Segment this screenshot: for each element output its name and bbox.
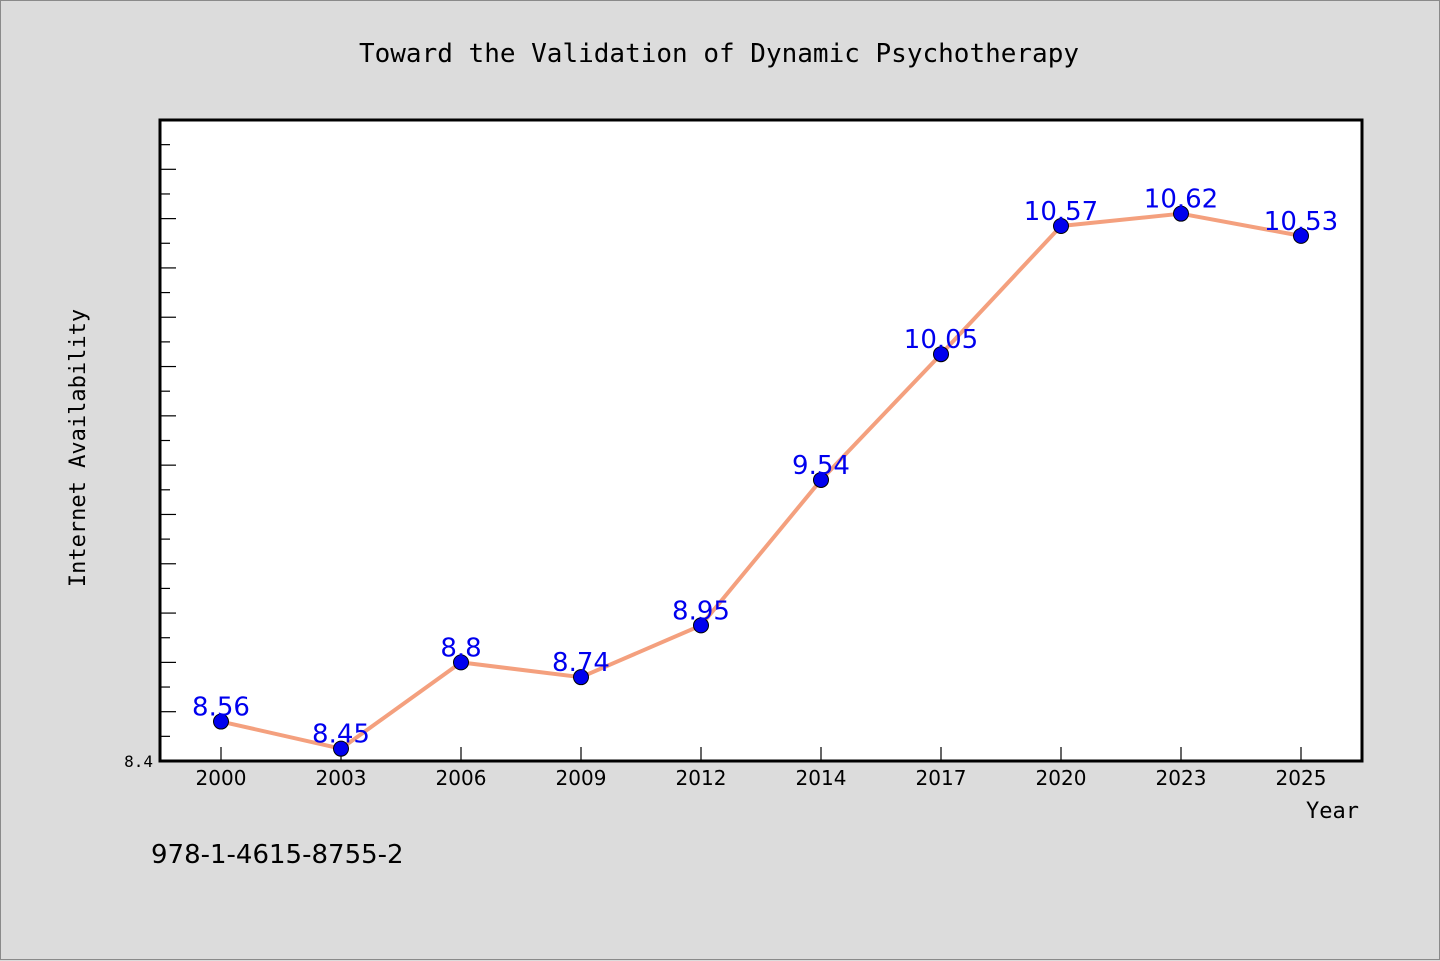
- data-label: 10.57: [1024, 197, 1098, 227]
- chart-title: Toward the Validation of Dynamic Psychot…: [359, 39, 1079, 69]
- series-line: [220, 211, 1302, 751]
- y-axis-ticks: [160, 144, 176, 737]
- data-label: 8.74: [552, 648, 610, 678]
- data-point: [453, 654, 469, 671]
- data-label: 10.62: [1144, 185, 1218, 215]
- data-point: [333, 740, 349, 757]
- x-tick-label: 2020: [1036, 766, 1087, 790]
- data-point: [693, 617, 709, 634]
- y-axis-label: Internet Availability: [66, 309, 91, 587]
- data-point: [213, 713, 229, 730]
- x-tick-label: 2025: [1276, 766, 1327, 790]
- x-tick-label: 2009: [556, 766, 607, 790]
- x-tick-label: 2012: [676, 766, 727, 790]
- series-group: 8.56 8.45 8.8 8.74 8.95 9.54 10.05 10.57 10.62 10…: [192, 185, 1338, 757]
- data-label: 8.8: [440, 633, 481, 663]
- x-axis-tick-labels: 2000 2003 2006 2009 2012 2014 2017 2020 2023 2025: [196, 766, 1327, 790]
- plot-area: [158, 118, 1364, 763]
- data-label: 8.95: [672, 596, 730, 626]
- x-tick-label: 2023: [1156, 766, 1207, 790]
- data-point: [1173, 205, 1189, 222]
- x-tick-label: 2014: [796, 766, 847, 790]
- data-point: [933, 346, 949, 363]
- data-point: [573, 669, 589, 686]
- data-label: 10.05: [904, 325, 978, 355]
- x-tick-label: 2006: [436, 766, 487, 790]
- x-axis-ticks: [220, 747, 1302, 761]
- data-point: [1293, 227, 1309, 244]
- data-label: 10.53: [1264, 207, 1338, 237]
- x-tick-label: 2003: [316, 766, 367, 790]
- series-markers: [213, 205, 1309, 757]
- x-tick-label: 2017: [916, 766, 967, 790]
- data-label: 9.54: [792, 451, 850, 481]
- data-label: 8.45: [312, 720, 370, 750]
- y-tick-label: 8.4: [124, 752, 153, 771]
- footer-isbn-text: 978-1-4615-8755-2: [151, 840, 404, 870]
- data-label: 8.56: [192, 693, 250, 723]
- data-labels: 8.56 8.45 8.8 8.74 8.95 9.54 10.05 10.57 10.62 10…: [192, 185, 1338, 750]
- x-axis-label: Year: [1306, 799, 1359, 824]
- data-point: [813, 471, 829, 488]
- x-tick-label: 2000: [196, 766, 247, 790]
- data-point: [1053, 218, 1069, 235]
